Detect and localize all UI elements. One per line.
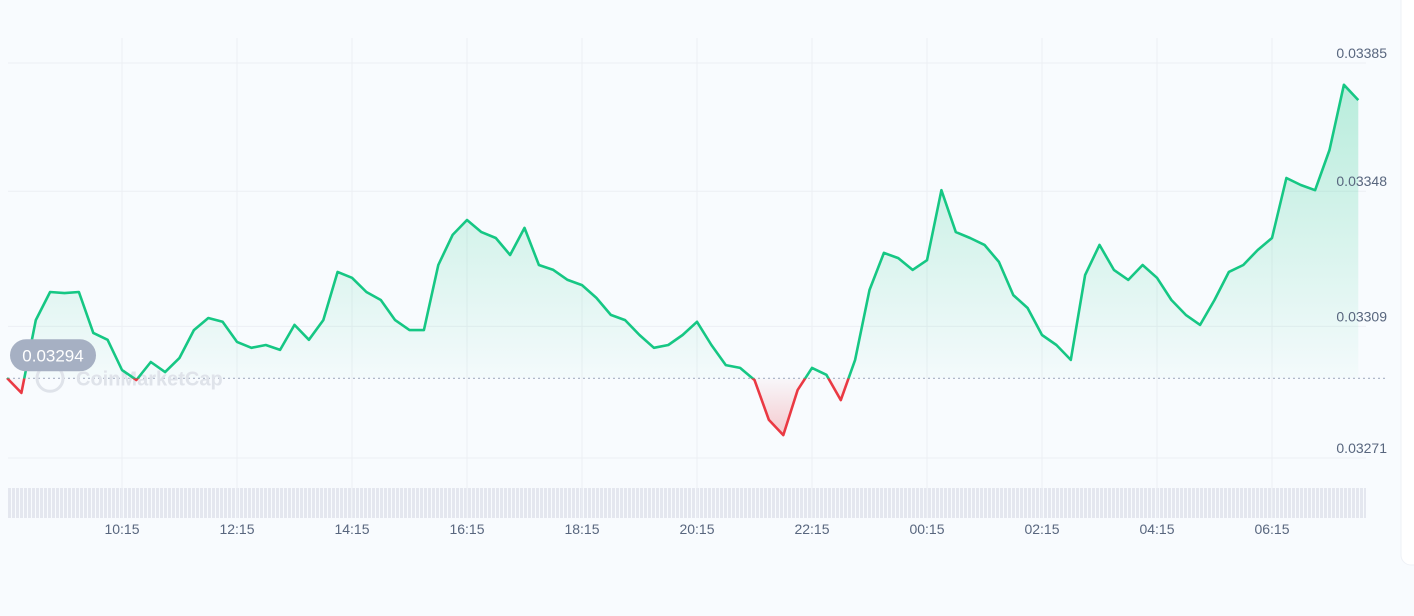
x-tick-label: 10:15 xyxy=(104,521,139,537)
watermark: CoinMarketCap xyxy=(76,368,223,390)
y-tick-label: 0.03309 xyxy=(1336,308,1387,324)
x-tick-label: 22:15 xyxy=(794,521,829,537)
x-tick-label: 18:15 xyxy=(564,521,599,537)
y-tick-label: 0.03271 xyxy=(1336,440,1387,456)
price-area xyxy=(7,84,1359,436)
y-tick-label: 0.03385 xyxy=(1336,45,1387,61)
side-panel-edge xyxy=(1400,0,1414,566)
volume-band xyxy=(8,488,1366,518)
x-tick-label: 12:15 xyxy=(219,521,254,537)
x-tick-label: 14:15 xyxy=(334,521,369,537)
y-tick-label: 0.03348 xyxy=(1336,173,1387,189)
reference-pill xyxy=(10,339,96,372)
price-line xyxy=(6,83,1360,437)
labels: 0.03271 0.03309 0.03348 0.03385 10:15 12:15 14… xyxy=(10,45,1387,537)
plot: CoinMarketCap xyxy=(6,83,1385,437)
x-tick-label: 20:15 xyxy=(679,521,714,537)
x-tick-label: 04:15 xyxy=(1139,521,1174,537)
x-tick-label: 02:15 xyxy=(1024,521,1059,537)
x-tick-label: 16:15 xyxy=(449,521,484,537)
reference-label: 0.03294 xyxy=(22,346,83,365)
x-tick-label: 06:15 xyxy=(1254,521,1289,537)
x-tick-label: 00:15 xyxy=(909,521,944,537)
